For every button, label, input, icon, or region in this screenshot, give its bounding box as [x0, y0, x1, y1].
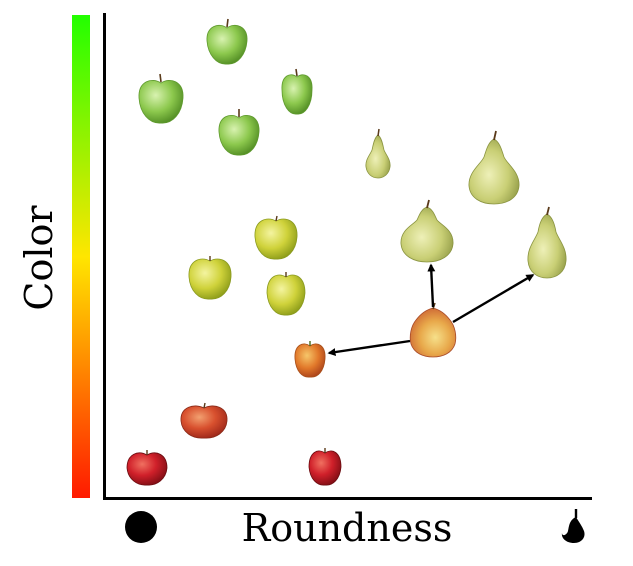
pear-icon: [365, 128, 391, 179]
yellow-apple-icon: [266, 272, 306, 316]
yellow-apple-icon: [188, 256, 232, 300]
yellow-apple-icon: [254, 215, 298, 260]
pear-apple-icon: [409, 302, 457, 358]
green-apple-icon: [281, 68, 313, 115]
green-apple-icon: [206, 18, 248, 65]
round-shape-icon: [125, 511, 157, 543]
pear-icon: [468, 130, 520, 205]
color-gradient-bar: [72, 15, 90, 498]
orange-apple-icon: [294, 341, 326, 378]
green-apple-icon: [218, 109, 260, 156]
x-axis-label: Roundness: [242, 506, 453, 550]
pear-shape-icon: [561, 509, 585, 543]
arrow-to-right-pear: [452, 273, 535, 324]
red-apple-icon: [126, 450, 168, 486]
red-apple-icon: [180, 402, 228, 439]
arrow-to-orange-apple: [327, 339, 411, 357]
y-axis-label: Color: [17, 205, 61, 311]
red-apple-icon: [308, 448, 342, 486]
pear-icon: [527, 206, 567, 279]
pear-icon: [400, 199, 454, 263]
green-apple-icon: [138, 73, 184, 124]
arrow-to-middle-pear: [427, 263, 436, 308]
